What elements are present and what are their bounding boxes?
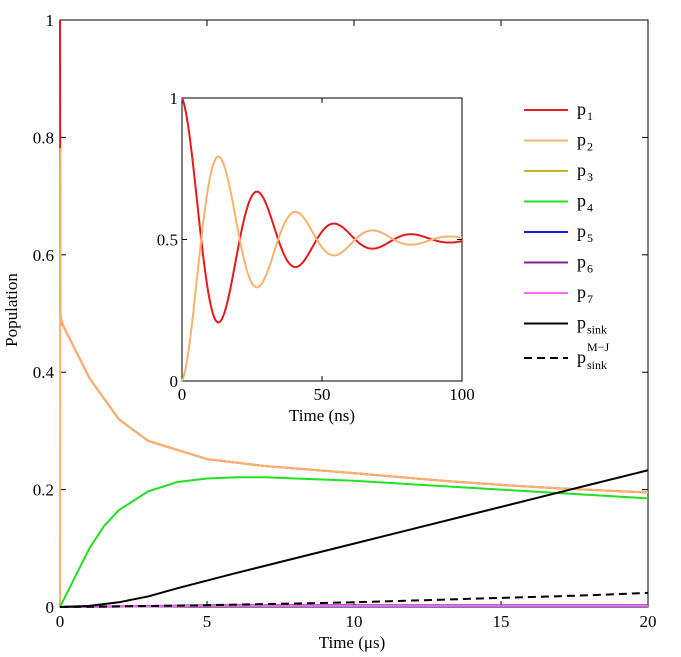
inset-background: [181, 97, 463, 382]
legend-entry: p3: [577, 160, 593, 184]
inset-chart: 0 50 100 0 0.5 1 Time (ns): [157, 89, 475, 425]
inset-xlabel: Time (ns): [289, 406, 355, 425]
legend-sub: 1: [587, 109, 593, 123]
inset-axes: 0 50 100 0 0.5 1: [157, 89, 475, 404]
series-line-p-7: [59, 604, 648, 608]
x-tick-label: 5: [203, 612, 212, 631]
legend-sup: M−J: [587, 340, 609, 354]
legend-sub: 2: [587, 140, 593, 154]
legend-entry: pM−J sink: [577, 340, 609, 372]
x-tick-label: 15: [493, 612, 510, 631]
y-tick-label: 0.2: [33, 481, 54, 500]
legend-sub: 5: [587, 231, 593, 245]
inset-series-line-p2-inset: [181, 155, 463, 382]
y-tick-label: 0: [46, 598, 55, 617]
legend-sub: 7: [587, 292, 593, 306]
legend-sub: 3: [587, 170, 593, 184]
series-line-p-sink-mj: [59, 591, 649, 608]
x-tick-label: 0: [56, 612, 65, 631]
main-xlabel: Time (μs): [319, 633, 386, 652]
legend-entry: p5: [577, 221, 593, 245]
series-line-p-sink: [59, 469, 649, 608]
legend-sub: 4: [587, 201, 593, 215]
x-tick-label: 20: [640, 612, 657, 631]
y-tick-label: 0.4: [33, 363, 55, 382]
legend-entry: p6: [577, 252, 593, 276]
x-tick-label: 10: [346, 612, 363, 631]
series-line-p-2: [59, 148, 649, 608]
y-tick-label: 0.8: [33, 128, 54, 147]
inset-x-tick-label: 100: [449, 385, 475, 404]
legend-sub: 6: [587, 262, 593, 276]
inset-series-line-p1-inset: [181, 97, 463, 324]
main-axis-labels: Time (μs) Population: [2, 273, 385, 652]
inset-x-tick-label: 0: [178, 385, 187, 404]
legend-entry: p1: [577, 99, 593, 123]
legend-entry: psink: [577, 313, 607, 337]
legend-sub: sink: [587, 358, 607, 372]
main-ylabel: Population: [2, 273, 21, 347]
inset-y-tick-label: 1: [170, 89, 179, 108]
main-series-group: [59, 19, 649, 608]
inset-y-tick-label: 0.5: [157, 231, 178, 250]
inset-y-tick-label: 0: [170, 372, 179, 391]
inset-x-tick-label: 50: [314, 385, 331, 404]
legend-entry: p7: [577, 282, 593, 306]
y-tick-label: 1: [46, 11, 55, 30]
legend-sub: sink: [587, 323, 607, 337]
legend-entry: p2: [577, 130, 593, 154]
legend-entry: p4: [577, 191, 593, 215]
series-line-p-4: [59, 476, 649, 608]
y-tick-label: 0.6: [33, 246, 54, 265]
inset-series-group: [181, 97, 463, 382]
